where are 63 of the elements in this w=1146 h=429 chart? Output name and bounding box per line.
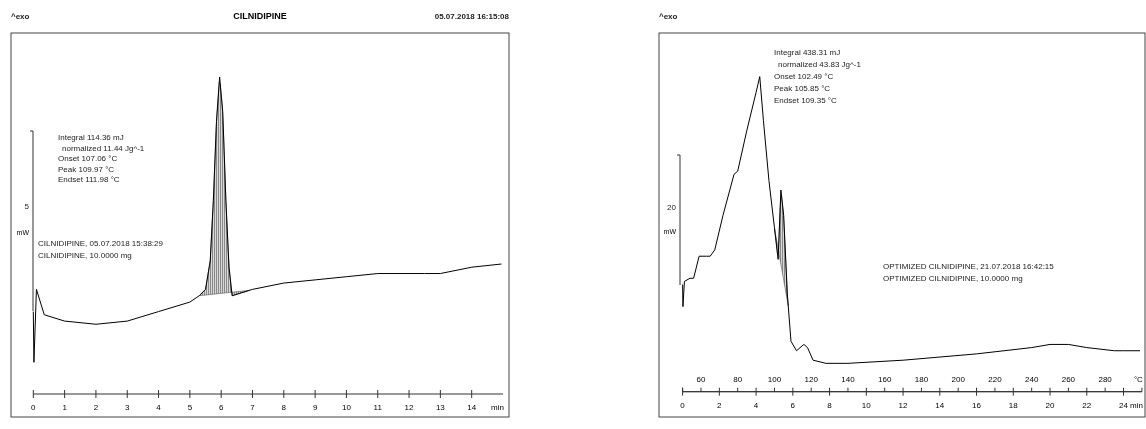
text: ^exo (11, 12, 30, 21)
x-tick-label: 6 (790, 400, 796, 410)
x-tick-label: 6 (218, 403, 224, 412)
annotation: Endset 111.98 °C (58, 175, 120, 184)
annotation: Endset 109.35 °C (774, 96, 838, 105)
x-tick-label: 0 (680, 400, 686, 410)
x2-tick-label: 180 (914, 374, 929, 384)
x2-tick-label: 240 (1024, 374, 1039, 384)
annotation: Onset 107.06 °C (58, 154, 118, 163)
x2-tick-label: 200 (951, 374, 966, 384)
text: 5 (24, 202, 30, 211)
x-tick-label: 8 (281, 403, 287, 412)
x-tick-label: 10 (861, 400, 872, 410)
text: ^exo (659, 12, 678, 21)
annotation: normalized 11.44 Jg^-1 (62, 144, 145, 153)
x-axis-title: min (1130, 400, 1143, 410)
annotation: OPTIMIZED CILNIDIPINE, 10.0000 mg (883, 274, 1023, 283)
annotation: Integral 114.36 mJ (58, 133, 124, 142)
x-tick-label: 22 (1082, 400, 1092, 410)
x2-axis-title: °C (1133, 374, 1144, 384)
x-tick-label: 9 (312, 403, 318, 412)
x-tick-label: 4 (753, 400, 759, 410)
text: Integral 438.31 mJ (774, 48, 841, 57)
text: 20 (667, 203, 677, 212)
x-axis-title: min (491, 403, 504, 412)
text: 05.07.2018 16:15:08 (434, 12, 510, 21)
x-tick-label: 11 (373, 403, 383, 412)
annotation: Onset 102.49 °C (774, 72, 834, 81)
chart-title: CILNIDIPINE (233, 11, 287, 21)
x-tick-label: 1 (62, 403, 68, 412)
x2-tick-label: 60 (696, 374, 706, 384)
annotation: Peak 105.85 °C (774, 84, 831, 93)
x-tick-label: 3 (125, 403, 131, 412)
x-tick-label: 14 (935, 400, 945, 410)
x-tick-label: 4 (156, 403, 162, 412)
x-tick-label: 12 (898, 400, 909, 410)
x-tick-label: 7 (250, 403, 256, 412)
annotation: CILNIDIPINE, 05.07.2018 15:38:29 (38, 239, 164, 248)
x-tick-label: 0 (31, 403, 37, 412)
x-tick-label: 14 (467, 403, 477, 412)
x-tick-label: 5 (187, 403, 193, 412)
x2-tick-label: 160 (878, 374, 892, 384)
annotation: Peak 109.97 °C (58, 165, 115, 174)
x-tick-label: 10 (341, 403, 352, 412)
x-tick-label: 16 (972, 400, 982, 410)
x-tick-label: 8 (827, 400, 833, 410)
x-tick-label: 2 (93, 403, 99, 412)
x2-tick-label: 140 (841, 374, 856, 384)
text: normalized 43.83 Jg^-1 (778, 60, 862, 69)
x-tick-label: 12 (404, 403, 415, 412)
x2-tick-label: 100 (767, 374, 782, 384)
annotation: OPTIMIZED CILNIDIPINE, 21.07.2018 16:42:15 (883, 262, 1055, 271)
x2-tick-label: 280 (1098, 374, 1113, 384)
x2-tick-label: 120 (804, 374, 819, 384)
x2-tick-label: 80 (733, 374, 743, 384)
x2-tick-label: 220 (988, 374, 1003, 384)
x-tick-label: 24 (1119, 400, 1129, 410)
x-tick-label: 18 (1008, 400, 1019, 410)
annotation: CILNIDIPINE, 10.0000 mg (38, 251, 132, 260)
x-tick-label: 13 (435, 403, 446, 412)
x-tick-label: 20 (1045, 400, 1056, 410)
x2-tick-label: 260 (1061, 374, 1076, 384)
x-tick-label: 2 (717, 400, 723, 410)
